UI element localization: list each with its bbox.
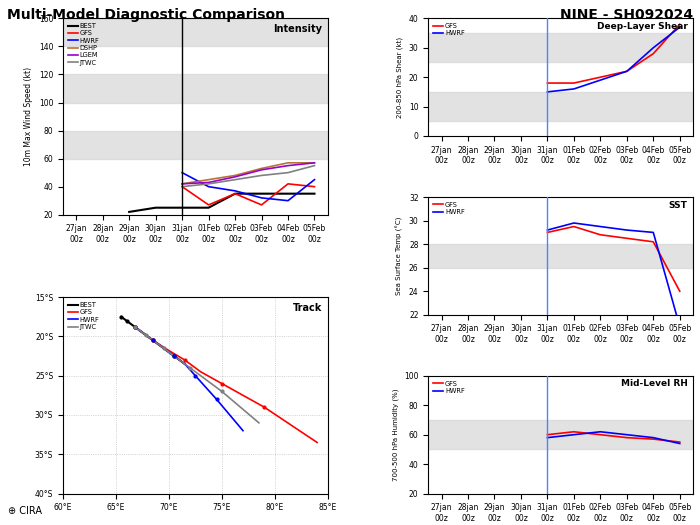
Bar	[428, 33, 693, 62]
Legend: GFS, HWRF: GFS, HWRF	[432, 22, 466, 38]
Text: ⊕ CIRA: ⊕ CIRA	[8, 506, 43, 516]
Legend: GFS, HWRF: GFS, HWRF	[432, 201, 466, 216]
Bar	[63, 131, 328, 159]
Text: Deep-Layer Shear: Deep-Layer Shear	[597, 22, 687, 31]
Y-axis label: 200-850 hPa Shear (kt): 200-850 hPa Shear (kt)	[397, 37, 403, 118]
Bar	[428, 420, 693, 449]
Text: Mid-Level RH: Mid-Level RH	[621, 380, 687, 388]
Text: Track: Track	[293, 303, 323, 313]
Y-axis label: Sea Surface Temp (°C): Sea Surface Temp (°C)	[396, 217, 403, 295]
Text: SST: SST	[668, 201, 687, 209]
Bar	[63, 75, 328, 102]
Bar	[63, 18, 328, 46]
Legend: BEST, GFS, HWRF, JTWC: BEST, GFS, HWRF, JTWC	[66, 300, 101, 331]
Legend: BEST, GFS, HWRF, DSHP, LGEM, JTWC: BEST, GFS, HWRF, DSHP, LGEM, JTWC	[66, 22, 101, 67]
Legend: GFS, HWRF: GFS, HWRF	[432, 379, 466, 395]
Text: Intensity: Intensity	[274, 24, 323, 34]
Bar	[428, 92, 693, 121]
Text: Multi-Model Diagnostic Comparison: Multi-Model Diagnostic Comparison	[7, 8, 285, 22]
Y-axis label: 10m Max Wind Speed (kt): 10m Max Wind Speed (kt)	[25, 67, 33, 166]
Bar	[428, 244, 693, 268]
Y-axis label: 700-500 hPa Humidity (%): 700-500 hPa Humidity (%)	[392, 388, 398, 481]
Text: NINE - SH092024: NINE - SH092024	[560, 8, 693, 22]
